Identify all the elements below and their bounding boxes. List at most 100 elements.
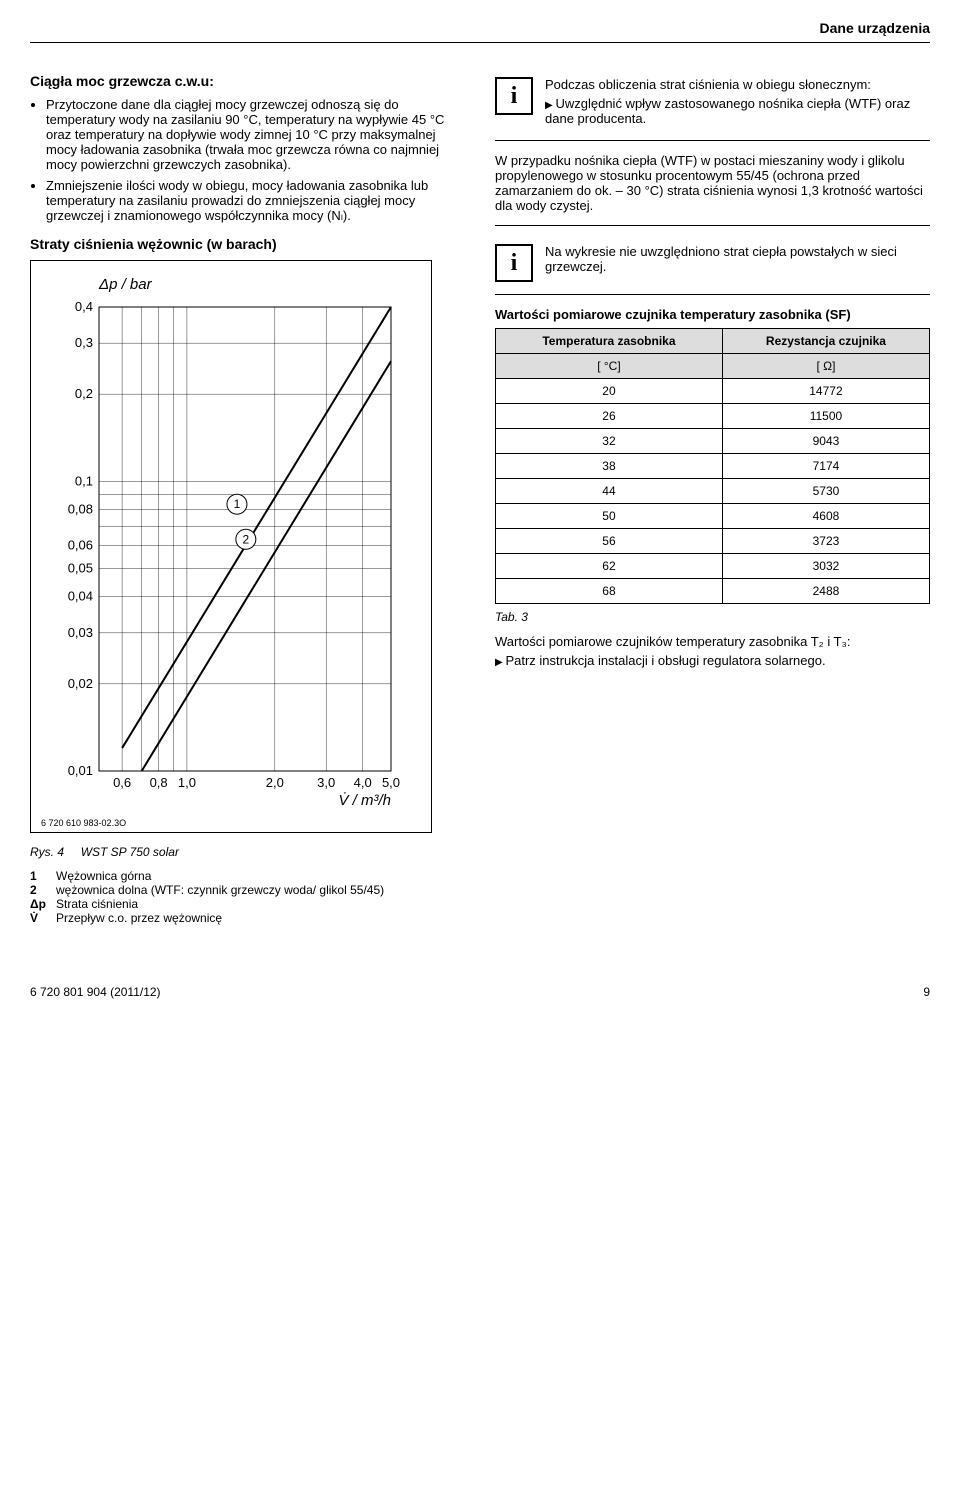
footer-left: 6 720 801 904 (2011/12) — [30, 985, 161, 999]
table-cell: 20 — [496, 379, 723, 404]
legend-row: 2 wężownica dolna (WTF: czynnik grzewczy … — [30, 883, 465, 897]
table-cell: 3032 — [722, 554, 929, 579]
info1-list: Uwzględnić wpływ zastosowanego nośnika c… — [545, 96, 930, 126]
left-bullets: Przytoczone dane dla ciągłej mocy grzewc… — [30, 97, 465, 224]
svg-text:0,02: 0,02 — [68, 676, 93, 691]
svg-text:Δp / bar: Δp / bar — [98, 276, 153, 293]
table-cell: 50 — [496, 504, 723, 529]
legend-row: Δp Strata ciśnienia — [30, 897, 465, 911]
fig-text: WST SP 750 solar — [81, 845, 179, 859]
unit-res: [ Ω] — [722, 354, 929, 379]
info1-item: Uwzględnić wpływ zastosowanego nośnika c… — [545, 96, 930, 126]
info-icon: i — [495, 77, 533, 115]
chart-title: Straty ciśnienia wężownic (w barach) — [30, 236, 465, 252]
info-box-1: i Podczas obliczenia strat ciśnienia w o… — [495, 73, 930, 141]
legend-text: Strata ciśnienia — [56, 897, 138, 911]
legend-text: Wężownica górna — [56, 869, 151, 883]
right-column: i Podczas obliczenia strat ciśnienia w o… — [495, 73, 930, 925]
table-row: 2611500 — [496, 404, 930, 429]
legend-text: Przepływ c.o. przez wężownicę — [56, 911, 222, 925]
chart-legend: 1 Wężownica górna 2 wężownica dolna (WTF: c… — [30, 869, 465, 925]
after-table-text: Wartości pomiarowe czujników temperatury… — [495, 634, 930, 649]
svg-text:1,0: 1,0 — [178, 775, 196, 790]
main-columns: Ciągła moc grzewcza c.w.u: Przytoczone d… — [30, 73, 930, 925]
table-row: 682488 — [496, 579, 930, 604]
svg-text:1: 1 — [234, 497, 241, 511]
chart-ref: 6 720 610 983-02.3O — [41, 818, 421, 828]
after-table-item: Patrz instrukcja instalacji i obsługi re… — [495, 653, 930, 668]
table-row: 445730 — [496, 479, 930, 504]
table-cell: 4608 — [722, 504, 929, 529]
left-bullet-2: Zmniejszenie ilości wody w obiegu, mocy … — [46, 178, 465, 224]
svg-text:0,4: 0,4 — [75, 299, 93, 314]
legend-text: wężownica dolna (WTF: czynnik grzewczy w… — [56, 883, 384, 897]
after-table-list: Patrz instrukcja instalacji i obsługi re… — [495, 653, 930, 668]
info-box-2: i Na wykresie nie uwzględniono strat cie… — [495, 240, 930, 295]
footer-right: 9 — [923, 985, 930, 999]
table-cell: 56 — [496, 529, 723, 554]
table-row: 504608 — [496, 504, 930, 529]
table-cell: 32 — [496, 429, 723, 454]
legend-key: Δp — [30, 897, 46, 911]
table-cell: 11500 — [722, 404, 929, 429]
table-row: 623032 — [496, 554, 930, 579]
table-cell: 38 — [496, 454, 723, 479]
svg-text:2: 2 — [243, 532, 250, 546]
table-cell: 26 — [496, 404, 723, 429]
legend-row: V̇ Przepływ c.o. przez wężownicę — [30, 911, 465, 925]
legend-row: 1 Wężownica górna — [30, 869, 465, 883]
svg-text:0,6: 0,6 — [113, 775, 131, 790]
info-icon: i — [495, 244, 533, 282]
svg-text:0,08: 0,08 — [68, 501, 93, 516]
paragraph-wtf: W przypadku nośnika ciepła (WTF) w posta… — [495, 153, 930, 226]
svg-text:3,0: 3,0 — [317, 775, 335, 790]
info1-intro: Podczas obliczenia strat ciśnienia w obi… — [545, 77, 930, 92]
info2-body: Na wykresie nie uwzględniono strat ciepł… — [545, 244, 930, 282]
figure-caption: Rys. 4 WST SP 750 solar — [30, 845, 465, 859]
svg-text:0,01: 0,01 — [68, 763, 93, 778]
table-row: 387174 — [496, 454, 930, 479]
left-section-title: Ciągła moc grzewcza c.w.u: — [30, 73, 465, 89]
svg-text:V̇ / m³/h: V̇ / m³/h — [338, 792, 391, 809]
page-header: Dane urządzenia — [30, 20, 930, 43]
svg-text:0,2: 0,2 — [75, 386, 93, 401]
table-row: 563723 — [496, 529, 930, 554]
svg-text:0,04: 0,04 — [68, 589, 93, 604]
table-cell: 62 — [496, 554, 723, 579]
table-cell: 2488 — [722, 579, 929, 604]
col-res: Rezystancja czujnika — [722, 329, 929, 354]
table-cell: 68 — [496, 579, 723, 604]
table-cell: 14772 — [722, 379, 929, 404]
svg-text:0,06: 0,06 — [68, 538, 93, 553]
table-row: 329043 — [496, 429, 930, 454]
pressure-loss-chart: Δp / bar 0,4 0,3 0,2 0,1 0,08 0,06 0,05 0,04 0,03… — [30, 260, 432, 833]
sensor-table: Temperatura zasobnika Rezystancja czujni… — [495, 328, 930, 604]
left-bullet-1: Przytoczone dane dla ciągłej mocy grzewc… — [46, 97, 465, 172]
table-cell: 44 — [496, 479, 723, 504]
svg-text:0,3: 0,3 — [75, 335, 93, 350]
svg-text:4,0: 4,0 — [354, 775, 372, 790]
legend-key: 2 — [30, 883, 46, 897]
table-row: 2014772 — [496, 379, 930, 404]
left-column: Ciągła moc grzewcza c.w.u: Przytoczone d… — [30, 73, 465, 925]
svg-text:0,05: 0,05 — [68, 561, 93, 576]
svg-text:0,1: 0,1 — [75, 473, 93, 488]
table-cell: 9043 — [722, 429, 929, 454]
table-cell: 7174 — [722, 454, 929, 479]
legend-key: 1 — [30, 869, 46, 883]
svg-text:0,03: 0,03 — [68, 625, 93, 640]
chart-svg: Δp / bar 0,4 0,3 0,2 0,1 0,08 0,06 0,05 0,04 0,03… — [41, 271, 401, 811]
unit-temp: [ °C] — [496, 354, 723, 379]
page-footer: 6 720 801 904 (2011/12) 9 — [30, 985, 930, 999]
col-temp: Temperatura zasobnika — [496, 329, 723, 354]
table-title: Wartości pomiarowe czujnika temperatury … — [495, 307, 930, 322]
info-body-1: Podczas obliczenia strat ciśnienia w obi… — [545, 77, 930, 128]
svg-text:2,0: 2,0 — [266, 775, 284, 790]
svg-text:0,8: 0,8 — [150, 775, 168, 790]
fig-num: Rys. 4 — [30, 845, 64, 859]
header-title: Dane urządzenia — [820, 20, 930, 36]
table-caption: Tab. 3 — [495, 610, 930, 624]
table-cell: 3723 — [722, 529, 929, 554]
table-cell: 5730 — [722, 479, 929, 504]
legend-key: V̇ — [30, 911, 46, 925]
